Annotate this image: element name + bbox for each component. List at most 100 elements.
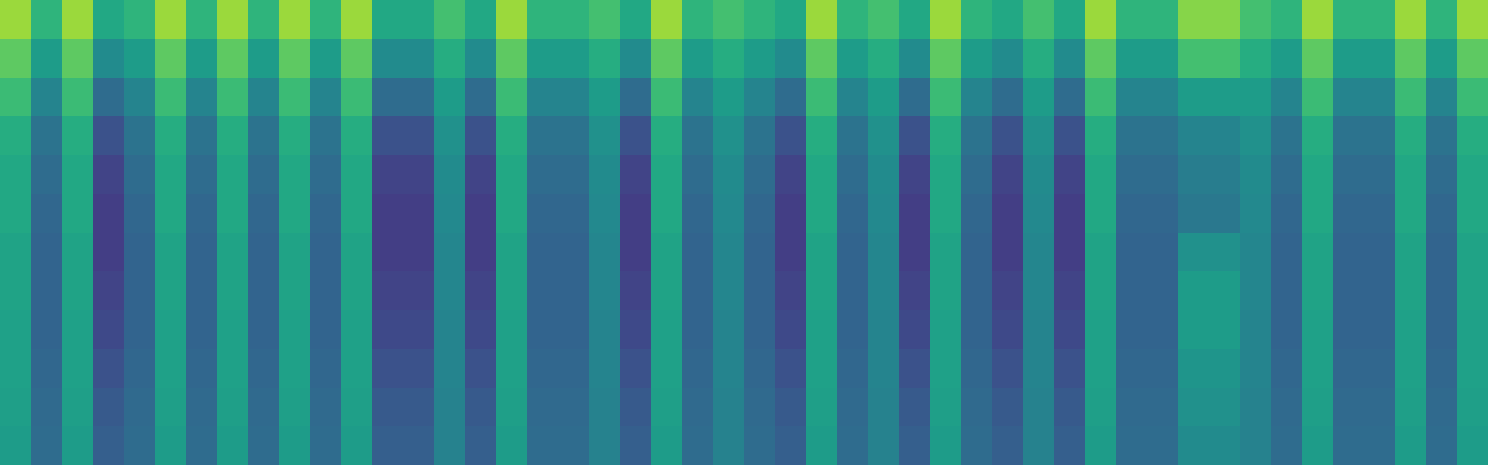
heatmap-cell (310, 0, 342, 39)
heatmap-cell (1302, 426, 1334, 465)
heatmap-cell (806, 194, 838, 233)
heatmap-cell (651, 116, 683, 155)
heatmap-cell (713, 194, 745, 233)
heatmap-cell (1395, 194, 1427, 233)
heatmap-cell (403, 233, 435, 272)
heatmap-cell (1333, 388, 1365, 427)
heatmap-cell (558, 39, 590, 78)
heatmap-cell (1023, 78, 1055, 117)
heatmap-cell (124, 0, 156, 39)
heatmap-cell (589, 194, 621, 233)
heatmap-cell (496, 194, 528, 233)
heatmap-cell (682, 194, 714, 233)
heatmap-cell (713, 155, 745, 194)
heatmap-cell (124, 39, 156, 78)
heatmap-cell (1023, 194, 1055, 233)
heatmap-cell (1364, 233, 1396, 272)
heatmap-cell (1147, 39, 1179, 78)
heatmap-cell (1302, 194, 1334, 233)
heatmap-cell (930, 39, 962, 78)
heatmap-cell (0, 349, 32, 388)
heatmap-cell (930, 271, 962, 310)
heatmap-cell (186, 194, 218, 233)
heatmap-cell (651, 233, 683, 272)
heatmap-cell (558, 233, 590, 272)
heatmap-cell (1085, 426, 1117, 465)
heatmap-cell (1426, 39, 1458, 78)
heatmap-cell (1116, 310, 1148, 349)
heatmap-cell (682, 0, 714, 39)
heatmap-cell (1426, 116, 1458, 155)
heatmap-cell (527, 116, 559, 155)
heatmap-cell (620, 155, 652, 194)
heatmap-cell (62, 349, 94, 388)
heatmap-cell (372, 0, 404, 39)
heatmap-cell (496, 310, 528, 349)
heatmap-cell (1364, 310, 1396, 349)
heatmap-cell (620, 426, 652, 465)
heatmap-cell (713, 78, 745, 117)
heatmap-cell (31, 155, 63, 194)
heatmap-cell (992, 0, 1024, 39)
heatmap-cell (1426, 426, 1458, 465)
heatmap-cell (589, 233, 621, 272)
heatmap-cell (341, 39, 373, 78)
heatmap-cell (1240, 271, 1272, 310)
heatmap-cell (1147, 271, 1179, 310)
heatmap-cell (341, 0, 373, 39)
heatmap-cell (465, 426, 497, 465)
heatmap-cell (186, 78, 218, 117)
heatmap-cell (682, 310, 714, 349)
heatmap-cell (868, 78, 900, 117)
heatmap-cell (62, 0, 94, 39)
heatmap-cell (1271, 271, 1303, 310)
heatmap-cell (0, 155, 32, 194)
heatmap-cell (217, 271, 249, 310)
heatmap-cell (1116, 271, 1148, 310)
heatmap-cell (217, 426, 249, 465)
heatmap-cell (1240, 388, 1272, 427)
heatmap-cell (713, 388, 745, 427)
heatmap-cell (1178, 426, 1210, 465)
heatmap-cell (775, 155, 807, 194)
heatmap-cell (0, 426, 32, 465)
heatmap-cell (992, 349, 1024, 388)
heatmap-cell (341, 233, 373, 272)
heatmap-cell (465, 271, 497, 310)
heatmap-cell (1395, 116, 1427, 155)
heatmap-cell (1364, 349, 1396, 388)
cells (0, 0, 1488, 465)
heatmap-cell (868, 39, 900, 78)
heatmap-cell (248, 155, 280, 194)
heatmap-cell (1364, 155, 1396, 194)
heatmap-cell (775, 349, 807, 388)
heatmap-cell (1333, 426, 1365, 465)
heatmap-cell (1271, 194, 1303, 233)
heatmap-cell (1178, 233, 1210, 272)
heatmap-cell (1240, 310, 1272, 349)
heatmap-cell (1116, 116, 1148, 155)
heatmap-cell (93, 39, 125, 78)
heatmap-cell (558, 194, 590, 233)
heatmap-cell (589, 349, 621, 388)
heatmap-cell (1178, 271, 1210, 310)
heatmap-cell (682, 116, 714, 155)
heatmap-cell (93, 78, 125, 117)
heatmap-cell (899, 116, 931, 155)
heatmap-cell (651, 271, 683, 310)
heatmap-cell (62, 271, 94, 310)
heatmap-cell (217, 155, 249, 194)
heatmap-cell (31, 116, 63, 155)
heatmap-cell (930, 78, 962, 117)
heatmap-cell (868, 155, 900, 194)
heatmap-cell (558, 271, 590, 310)
heatmap-cell (682, 271, 714, 310)
heatmap-cell (713, 310, 745, 349)
heatmap-cell (961, 39, 993, 78)
heatmap-cell (248, 388, 280, 427)
heatmap-cell (1395, 233, 1427, 272)
heatmap-cell (1457, 233, 1488, 272)
heatmap-cell (341, 310, 373, 349)
heatmap-cell (1085, 39, 1117, 78)
heatmap-cell (310, 78, 342, 117)
